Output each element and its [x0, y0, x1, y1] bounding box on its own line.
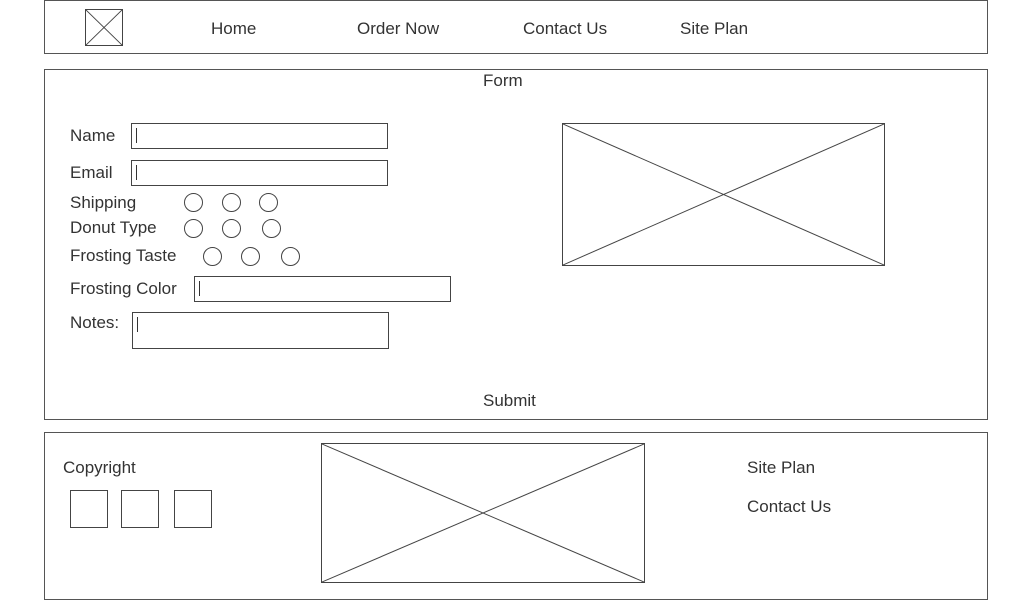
donut-type-radio-3[interactable]: [262, 219, 281, 238]
text-caret: [136, 128, 137, 143]
name-label: Name: [70, 126, 116, 145]
shipping-label: Shipping: [70, 193, 137, 212]
nav-home[interactable]: Home: [211, 19, 257, 38]
footer-image-placeholder: [321, 443, 645, 583]
social-icon-3[interactable]: [174, 490, 212, 528]
copyright-text: Copyright: [63, 458, 136, 477]
text-caret: [199, 281, 200, 296]
form-image-placeholder: [562, 123, 885, 266]
header-nav: Home Order Now Contact Us Site Plan: [44, 0, 988, 54]
email-label: Email: [70, 163, 113, 182]
footer-link-site-plan[interactable]: Site Plan: [747, 458, 816, 477]
shipping-radio-2[interactable]: [222, 193, 241, 212]
donut-type-radio-2[interactable]: [222, 219, 241, 238]
donut-type-radio-1[interactable]: [184, 219, 203, 238]
frosting-taste-label: Frosting Taste: [70, 246, 177, 265]
frosting-taste-radio-1[interactable]: [203, 247, 222, 266]
submit-button[interactable]: Submit: [483, 391, 536, 410]
text-caret: [136, 165, 137, 180]
frosting-taste-radio-3[interactable]: [281, 247, 300, 266]
footer: Copyright Site Plan Contact Us: [44, 432, 988, 600]
nav-site-plan[interactable]: Site Plan: [680, 19, 749, 38]
email-input[interactable]: [131, 160, 388, 186]
form-title: Form: [483, 71, 523, 90]
name-input[interactable]: [131, 123, 388, 149]
nav-order-now[interactable]: Order Now: [357, 19, 440, 38]
social-icon-2[interactable]: [121, 490, 159, 528]
image-placeholder-icon: [86, 10, 122, 45]
notes-textarea[interactable]: [132, 312, 389, 349]
image-placeholder-icon: [322, 444, 644, 582]
frosting-color-input[interactable]: [194, 276, 451, 302]
form-section: Form Name Email Shipping Donut Type Fros…: [44, 69, 988, 420]
logo-image-placeholder[interactable]: [85, 9, 123, 46]
donut-type-label: Donut Type: [70, 218, 157, 237]
text-caret: [137, 317, 138, 332]
notes-label: Notes:: [70, 313, 120, 332]
frosting-taste-radio-2[interactable]: [241, 247, 260, 266]
shipping-radio-3[interactable]: [259, 193, 278, 212]
shipping-radio-1[interactable]: [184, 193, 203, 212]
image-placeholder-icon: [563, 124, 884, 265]
nav-contact-us[interactable]: Contact Us: [523, 19, 608, 38]
social-icon-1[interactable]: [70, 490, 108, 528]
footer-link-contact-us[interactable]: Contact Us: [747, 497, 832, 516]
frosting-color-label: Frosting Color: [70, 279, 177, 298]
